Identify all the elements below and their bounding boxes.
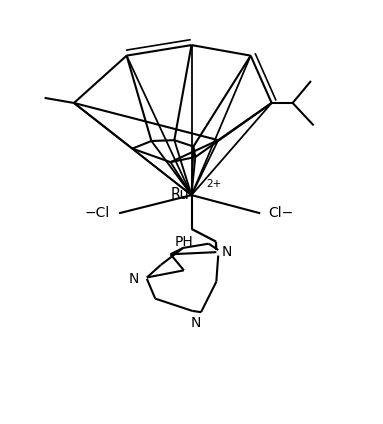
Text: PH: PH <box>175 234 193 248</box>
Text: 2+: 2+ <box>206 179 221 189</box>
Text: N: N <box>222 245 232 259</box>
Text: N: N <box>190 316 201 330</box>
Text: N: N <box>129 272 139 286</box>
Text: Ru: Ru <box>171 187 190 202</box>
Text: −Cl: −Cl <box>84 206 110 220</box>
Text: Cl−: Cl− <box>268 206 293 220</box>
